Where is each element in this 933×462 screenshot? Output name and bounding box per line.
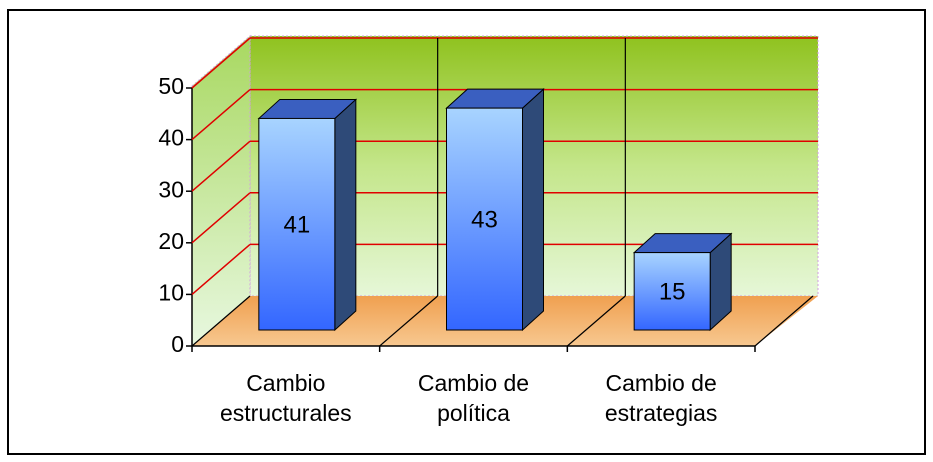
floor-line [191, 295, 251, 347]
bar-side [522, 87, 544, 332]
bar [446, 107, 523, 331]
grid-line [191, 243, 251, 295]
bar [633, 252, 711, 331]
y-tick-label: 40 [158, 125, 184, 151]
data-label: 43 [471, 206, 498, 233]
grid-line [191, 89, 251, 141]
y-tick-label: 50 [158, 73, 184, 99]
floor-line [566, 295, 626, 347]
grid-line [191, 192, 251, 244]
bar [258, 117, 336, 331]
x-tick-label: Cambio de estrategias [604, 370, 718, 426]
data-label: 41 [283, 212, 310, 239]
x-tick-label: Cambio de política [417, 370, 530, 426]
grid-line [191, 140, 251, 192]
y-tick-label: 20 [158, 228, 184, 254]
floor-line [754, 295, 814, 347]
bar-side [334, 98, 357, 332]
y-tick-label: 10 [158, 279, 184, 305]
y-tick-label: 0 [171, 331, 184, 357]
data-label: 15 [659, 279, 686, 306]
grid-line [191, 37, 251, 89]
x-tick-label: Cambio estructurales [219, 370, 352, 426]
side-wall [191, 34, 251, 348]
floor-line [379, 295, 439, 347]
y-tick-label: 30 [158, 176, 184, 202]
